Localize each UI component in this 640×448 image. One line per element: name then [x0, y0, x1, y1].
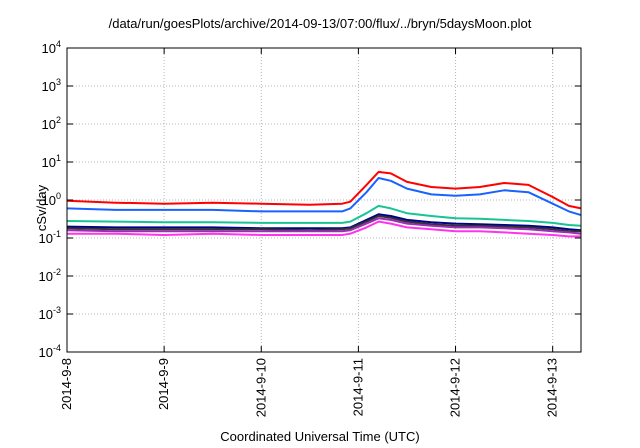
y-tick-label: 10-2 [39, 267, 61, 284]
y-tick-label: 10-1 [39, 229, 61, 246]
x-tick-label: 2014-9-13 [545, 358, 560, 417]
plot-frame [66, 47, 582, 353]
x-tick-label: 2014-9-10 [253, 358, 268, 417]
y-axis-label: cSv/day [34, 184, 49, 232]
series-line-7 [67, 220, 581, 238]
y-tick-label: 103 [42, 77, 61, 94]
ticks-layer: 10-4 10-3 10-2 10-1 100 101 102 103 104 2014-9-8 2… [39, 39, 581, 417]
x-axis-label: Coordinated Universal Time (UTC) [220, 429, 420, 444]
y-tick-label: 10-3 [39, 305, 61, 322]
x-tick-label: 2014-9-11 [350, 358, 365, 416]
series-line-2 [66, 177, 582, 217]
series-line-1 [66, 170, 582, 210]
y-tick-label: 100 [42, 191, 61, 208]
series-line-4 [66, 213, 582, 232]
series-layer [66, 170, 582, 238]
grid-layer [66, 48, 581, 352]
y-tick-label: 101 [42, 153, 61, 170]
chart-title: /data/run/goesPlots/archive/2014-09-13/0… [108, 16, 532, 31]
series-line-5 [66, 215, 581, 233]
x-tick-label: 2014-9-8 [59, 358, 74, 410]
x-tick-label: 2014-9-9 [156, 358, 171, 410]
x-tick-label: 2014-9-12 [448, 358, 463, 417]
y-tick-label: 102 [42, 115, 61, 132]
series-line-6 [66, 217, 582, 235]
series-line-3 [66, 204, 582, 227]
y-tick-label: 10-4 [39, 343, 61, 360]
y-tick-label: 104 [42, 39, 61, 56]
